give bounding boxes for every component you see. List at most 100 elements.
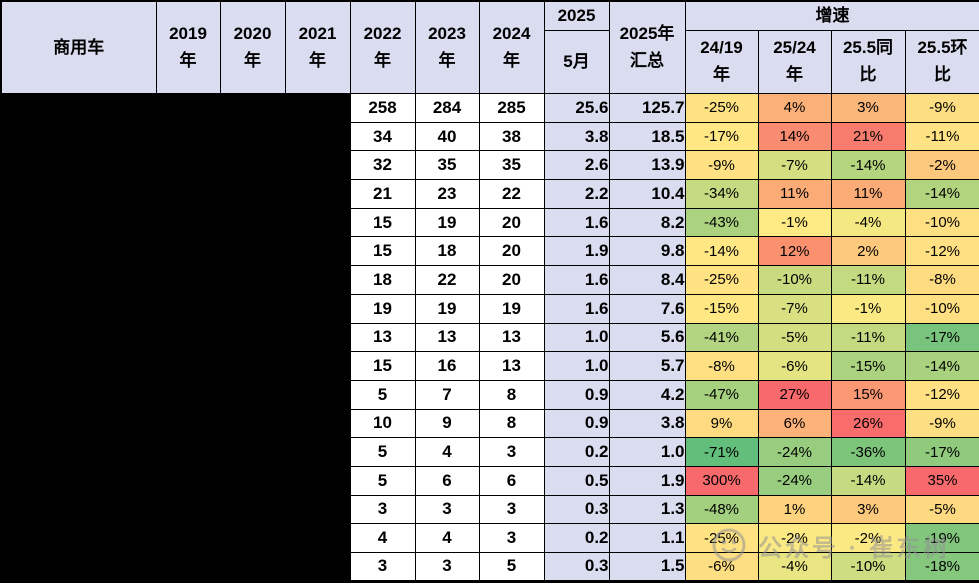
- table-row: 258 284 285 25.6 125.7 -25% 4% 3% -9%: [0, 93, 979, 123]
- table-row: 3 3 3 0.3 1.3 -48% 1% 3% -5%: [0, 494, 979, 525]
- cell-growth-3: -14%: [904, 351, 979, 381]
- cell-growth-0: -25%: [684, 523, 759, 553]
- cell-y2022: 5: [349, 379, 416, 410]
- cell-y2022: 15: [349, 351, 416, 381]
- cell-may: 3.8: [543, 121, 610, 152]
- table-row: 10 9 8 0.9 3.8 9% 6% 26% -9%: [0, 408, 979, 439]
- cell-may: 0.9: [543, 408, 610, 439]
- cell-y2023: 9: [414, 408, 480, 439]
- cell-growth-1: 14%: [757, 121, 832, 152]
- cell-growth-1: -7%: [757, 293, 832, 324]
- table-row: 18 22 20 1.6 8.4 -25% -10% -11% -8%: [0, 265, 979, 295]
- cell-y2023: 16: [414, 351, 480, 381]
- header-growth-24-19: 24/19年: [684, 29, 759, 95]
- cell-total: 7.6: [608, 293, 686, 324]
- cell-y2022: 19: [349, 293, 416, 324]
- cell-growth-1: -5%: [757, 322, 832, 353]
- cell-y2022: 34: [349, 121, 416, 152]
- cell-growth-1: 1%: [757, 494, 832, 525]
- cell-growth-0: 300%: [684, 465, 759, 496]
- cell-y2023: 19: [414, 207, 480, 238]
- header-growth-25-24: 25/24年: [757, 29, 832, 95]
- cell-total: 8.4: [608, 265, 686, 295]
- cell-growth-3: -2%: [904, 150, 979, 181]
- cell-y2024: 38: [478, 121, 545, 152]
- cell-y2023: 6: [414, 465, 480, 496]
- cell-y2023: 40: [414, 121, 480, 152]
- cell-y2024: 3: [478, 523, 545, 553]
- header-may-label: 5月: [563, 52, 590, 72]
- cell-y2024: 8: [478, 408, 545, 439]
- cell-y2024: 35: [478, 150, 545, 181]
- cell-growth-1: -10%: [757, 265, 832, 295]
- cell-y2022: 21: [349, 179, 416, 209]
- cell-growth-2: 21%: [830, 121, 906, 152]
- table-row: 15 19 20 1.6 8.2 -43% -1% -4% -10%: [0, 207, 979, 238]
- cell-y2023: 284: [414, 93, 480, 123]
- cell-y2024: 20: [478, 236, 545, 267]
- cell-growth-3: -10%: [904, 293, 979, 324]
- cell-growth-1: -4%: [757, 552, 832, 583]
- cell-growth-2: -2%: [830, 523, 906, 553]
- cell-growth-3: -9%: [904, 93, 979, 123]
- cell-y2023: 3: [414, 494, 480, 525]
- cell-may: 1.0: [543, 322, 610, 353]
- table-row: 32 35 35 2.6 13.9 -9% -7% -14% -2%: [0, 150, 979, 181]
- cell-growth-1: 4%: [757, 93, 832, 123]
- cell-y2024: 13: [478, 322, 545, 353]
- cell-growth-0: -25%: [684, 265, 759, 295]
- cell-growth-0: -15%: [684, 293, 759, 324]
- cell-may: 0.9: [543, 379, 610, 410]
- cell-growth-2: 15%: [830, 379, 906, 410]
- cell-growth-2: -11%: [830, 322, 906, 353]
- cell-may: 1.6: [543, 265, 610, 295]
- cell-y2024: 3: [478, 437, 545, 467]
- cell-growth-3: -14%: [904, 179, 979, 209]
- header-2025-label: 2025: [545, 2, 608, 31]
- cell-growth-1: 12%: [757, 236, 832, 267]
- corner-header-cell: 商用车: [0, 0, 157, 94]
- cell-y2023: 3: [414, 552, 480, 583]
- table-row: 21 23 22 2.2 10.4 -34% 11% 11% -14%: [0, 179, 979, 209]
- cell-growth-0: -71%: [684, 437, 759, 467]
- redacted-cell: [0, 408, 351, 439]
- cell-may: 0.3: [543, 494, 610, 525]
- cell-total: 125.7: [608, 93, 686, 123]
- cell-growth-1: 6%: [757, 408, 832, 439]
- cell-may: 0.5: [543, 465, 610, 496]
- cell-total: 10.4: [608, 179, 686, 209]
- cell-may: 0.2: [543, 437, 610, 467]
- cell-y2023: 22: [414, 265, 480, 295]
- cell-growth-2: -14%: [830, 465, 906, 496]
- cell-growth-1: -24%: [757, 437, 832, 467]
- cell-y2023: 7: [414, 379, 480, 410]
- cell-growth-0: -9%: [684, 150, 759, 181]
- redacted-cell: [0, 379, 351, 410]
- cell-growth-3: -18%: [904, 552, 979, 583]
- header-2022: 2022年: [349, 0, 416, 94]
- table-body: 258 284 285 25.6 125.7 -25% 4% 3% -9% 34 40 38 3.8 18…: [0, 93, 979, 583]
- cell-growth-0: -25%: [684, 93, 759, 123]
- cell-growth-3: -11%: [904, 121, 979, 152]
- cell-growth-0: 9%: [684, 408, 759, 439]
- table-row: 5 7 8 0.9 4.2 -47% 27% 15% -12%: [0, 379, 979, 410]
- cell-growth-2: 2%: [830, 236, 906, 267]
- cell-total: 4.2: [608, 379, 686, 410]
- cell-y2023: 23: [414, 179, 480, 209]
- cell-growth-1: -24%: [757, 465, 832, 496]
- cell-growth-2: -11%: [830, 265, 906, 295]
- redacted-cell: [0, 207, 351, 238]
- header-2021: 2021年: [284, 0, 351, 94]
- cell-y2022: 258: [349, 93, 416, 123]
- cell-y2022: 15: [349, 236, 416, 267]
- cell-y2024: 8: [478, 379, 545, 410]
- cell-growth-1: -6%: [757, 351, 832, 381]
- cell-y2024: 6: [478, 465, 545, 496]
- cell-growth-2: -4%: [830, 207, 906, 238]
- cell-growth-0: -34%: [684, 179, 759, 209]
- table-row: 13 13 13 1.0 5.6 -41% -5% -11% -17%: [0, 322, 979, 353]
- redacted-cell: [0, 494, 351, 525]
- redacted-cell: [0, 93, 351, 123]
- cell-growth-2: -15%: [830, 351, 906, 381]
